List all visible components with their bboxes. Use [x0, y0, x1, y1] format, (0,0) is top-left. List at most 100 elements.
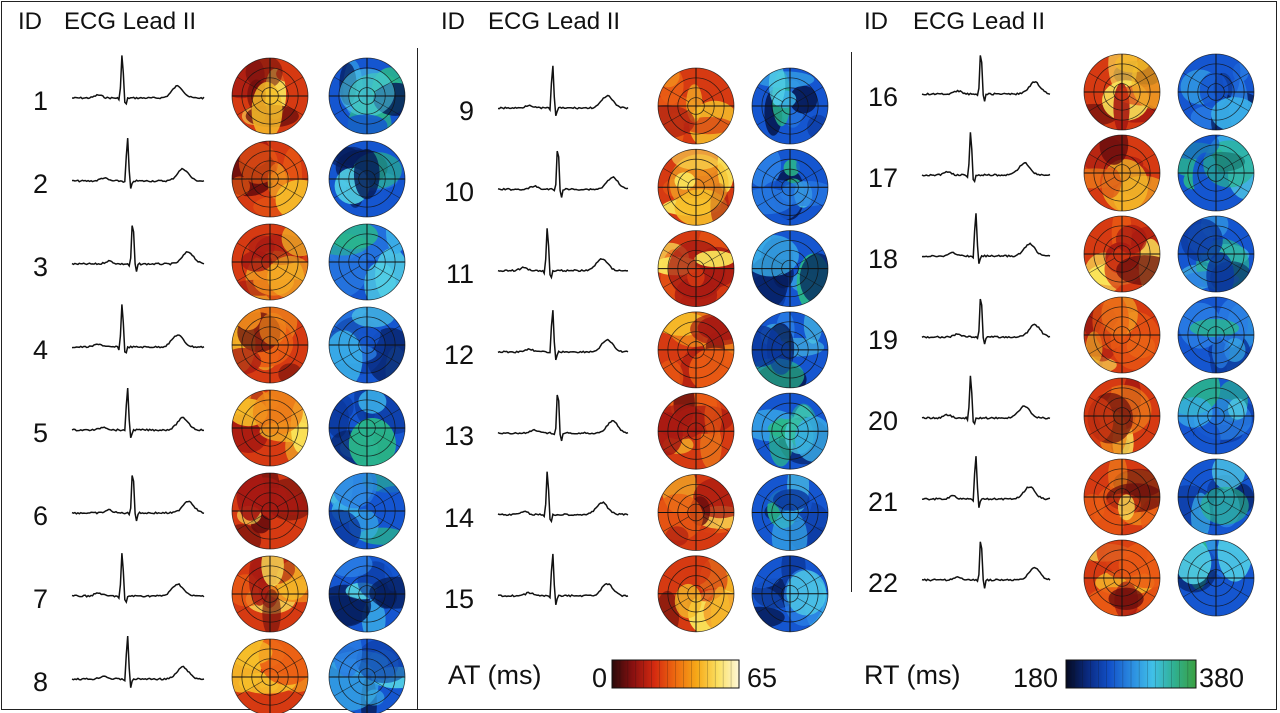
- rt-polar-map-9: [751, 67, 829, 145]
- ecg-trace-8: [71, 635, 205, 688]
- rt-polar-map-17: [1177, 134, 1255, 212]
- rt-polar-map-1: [328, 57, 406, 135]
- ecg-trace-3: [71, 225, 205, 272]
- ecg-trace-2: [72, 138, 205, 189]
- rt-polar-map-13: [751, 392, 829, 470]
- at-polar-map-5: [231, 389, 309, 467]
- rt-polar-map-21: [1177, 458, 1255, 536]
- column-divider-2: [851, 52, 852, 592]
- rt-colorbar-max: 380: [1199, 663, 1245, 693]
- ecg-trace-12: [497, 310, 629, 361]
- at-colorbar-max: 65: [747, 663, 778, 693]
- column-divider-1: [417, 48, 418, 709]
- column-3-id-header: ID: [864, 8, 888, 35]
- patient-id-2: 2: [32, 169, 48, 199]
- at-polar-map-10: [657, 148, 735, 226]
- patient-id-10: 10: [443, 177, 474, 208]
- ecg-trace-17: [921, 132, 1051, 184]
- rt-polar-map-2: [328, 140, 406, 218]
- rt-polar-map-7: [328, 555, 406, 633]
- at-polar-map-18: [1083, 215, 1161, 293]
- at-colorbar-label: AT (ms): [448, 660, 542, 690]
- at-polar-map-11: [657, 230, 735, 308]
- rt-polar-map-10: [751, 148, 829, 226]
- rt-polar-map-8: [328, 638, 406, 713]
- rt-colorbar: [1065, 659, 1197, 689]
- ecg-trace-10: [497, 150, 629, 198]
- at-polar-map-19: [1083, 296, 1161, 374]
- rt-polar-map-19: [1177, 296, 1255, 374]
- patient-id-22: 22: [867, 568, 898, 598]
- column-1-id-header: ID: [18, 8, 42, 35]
- rt-colorbar-min: 180: [1013, 663, 1059, 693]
- patient-id-7: 7: [32, 584, 48, 614]
- ecg-trace-11: [497, 228, 629, 280]
- patient-id-17: 17: [867, 163, 898, 193]
- rt-polar-map-6: [328, 472, 406, 550]
- rt-polar-map-5: [328, 389, 406, 467]
- ecg-trace-14: [497, 471, 629, 524]
- at-polar-map-22: [1083, 539, 1161, 617]
- patient-id-6: 6: [32, 501, 48, 531]
- rt-polar-map-15: [751, 555, 829, 633]
- ecg-trace-9: [497, 65, 629, 117]
- ecg-trace-4: [71, 304, 205, 354]
- patient-id-11: 11: [445, 258, 474, 289]
- rt-polar-map-14: [751, 474, 829, 551]
- column-3-ecg-header: ECG Lead II: [913, 8, 1046, 35]
- patient-id-3: 3: [32, 252, 48, 282]
- at-polar-map-4: [231, 306, 309, 384]
- patient-id-1: 1: [32, 86, 48, 116]
- ecg-trace-19: [921, 298, 1051, 345]
- at-polar-map-3: [231, 223, 309, 301]
- patient-id-14: 14: [443, 502, 474, 533]
- at-polar-map-20: [1083, 377, 1161, 455]
- ecg-trace-21: [921, 456, 1051, 508]
- ecg-trace-16: [921, 55, 1051, 102]
- patient-id-15: 15: [443, 583, 474, 614]
- rt-polar-map-20: [1177, 377, 1255, 455]
- ecg-trace-5: [71, 387, 204, 439]
- rt-polar-map-3: [328, 223, 406, 301]
- column-2-id-header: ID: [441, 8, 465, 35]
- ecg-trace-6: [71, 475, 205, 522]
- ecg-trace-18: [921, 213, 1051, 264]
- ecg-trace-20: [921, 375, 1051, 426]
- patient-id-13: 13: [443, 421, 474, 452]
- column-2-ecg-header: ECG Lead II: [488, 8, 621, 35]
- at-polar-map-13: [657, 392, 735, 470]
- at-polar-map-9: [657, 67, 735, 145]
- column-1-ecg-header: ECG Lead II: [64, 8, 197, 35]
- rt-colorbar-label: RT (ms): [864, 660, 961, 690]
- at-polar-map-1: [231, 57, 309, 135]
- ecg-trace-7: [71, 553, 205, 604]
- at-colorbar-min: 0: [592, 663, 608, 693]
- patient-id-12: 12: [443, 339, 474, 370]
- at-polar-map-7: [231, 555, 309, 633]
- patient-id-4: 4: [32, 335, 48, 365]
- patient-id-20: 20: [867, 406, 898, 436]
- at-colorbar: [611, 659, 740, 689]
- at-polar-map-6: [231, 472, 309, 550]
- patient-id-19: 19: [867, 325, 898, 355]
- patient-id-18: 18: [867, 244, 898, 274]
- patient-id-21: 21: [867, 487, 898, 517]
- patient-id-16: 16: [867, 82, 898, 112]
- at-polar-map-21: [1083, 458, 1161, 536]
- rt-polar-map-11: [751, 230, 829, 308]
- ecg-trace-15: [497, 553, 629, 605]
- patient-id-9: 9: [458, 96, 474, 126]
- rt-polar-map-18: [1177, 215, 1255, 293]
- at-polar-map-14: [657, 474, 735, 551]
- ecg-trace-1: [71, 55, 205, 106]
- at-polar-map-15: [657, 555, 735, 633]
- rt-polar-map-4: [328, 306, 406, 384]
- at-polar-map-16: [1083, 53, 1161, 131]
- rt-polar-map-22: [1177, 539, 1255, 617]
- at-polar-map-12: [657, 311, 735, 389]
- ecg-trace-22: [921, 541, 1051, 589]
- patient-id-5: 5: [32, 418, 48, 448]
- at-polar-map-17: [1083, 134, 1161, 212]
